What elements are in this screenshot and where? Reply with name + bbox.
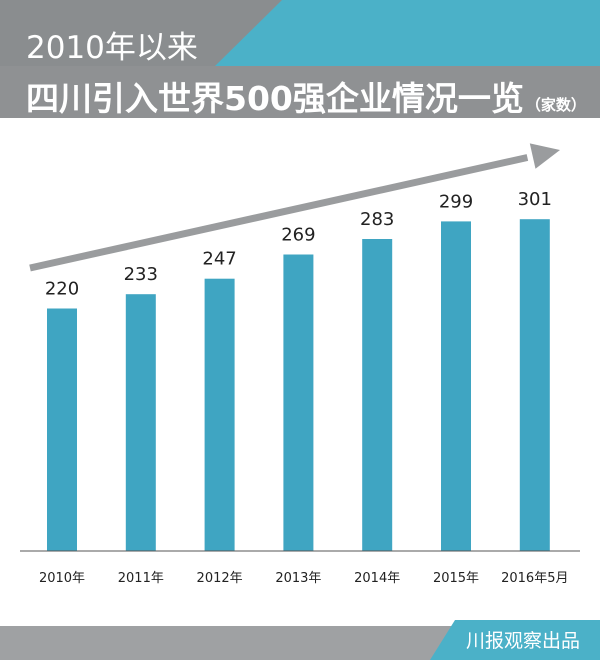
bar-2015年 [441, 221, 471, 551]
category-label: 2010年 [39, 571, 85, 586]
value-label: 233 [124, 264, 158, 285]
bar-2012年 [204, 278, 235, 551]
bars [47, 219, 550, 551]
title-line-2: 四川引入世界500强企业情况一览 （家数） [26, 72, 586, 120]
footer-teal-shape [430, 620, 600, 660]
main-title: 四川引入世界500强企业情况一览 [26, 79, 524, 118]
category-label: 2016年5月 [501, 571, 568, 586]
trend-arrow [29, 143, 560, 272]
bar-2016年5月 [519, 219, 550, 551]
category-label: 2015年 [433, 571, 479, 586]
subtitle-gray-shape [0, 66, 600, 118]
value-label: 283 [360, 209, 394, 230]
value-label: 247 [202, 249, 236, 270]
value-label: 220 [45, 279, 79, 300]
header-band [0, 0, 600, 118]
bar-chart: 220 2010年 233 2011年 247 2012年 269 2013年 283 2014年… [20, 143, 580, 586]
bar-2013年 [283, 254, 314, 551]
category-label: 2011年 [118, 571, 164, 586]
title-line-1: 2010年以来 [26, 30, 198, 66]
value-label: 269 [281, 225, 315, 246]
credit-text: 川报观察出品 [465, 630, 580, 652]
category-label: 2014年 [354, 571, 400, 586]
category-label: 2012年 [197, 571, 243, 586]
title-gray-shape [0, 0, 282, 66]
trend-arrow-head [529, 143, 560, 169]
bar-2011年 [125, 294, 156, 551]
value-label: 301 [518, 189, 552, 210]
trend-arrow-shaft [29, 154, 529, 272]
bar-2014年 [362, 239, 393, 551]
unit-label: （家数） [525, 96, 586, 114]
bar-2010年 [47, 308, 77, 551]
value-label: 299 [439, 191, 473, 212]
footer-band: 川报观察出品 [0, 620, 600, 660]
footer-shape [0, 620, 600, 660]
category-label: 2013年 [275, 571, 321, 586]
labels: 220 2010年 233 2011年 247 2012年 269 2013年 283 2014年… [39, 189, 569, 586]
